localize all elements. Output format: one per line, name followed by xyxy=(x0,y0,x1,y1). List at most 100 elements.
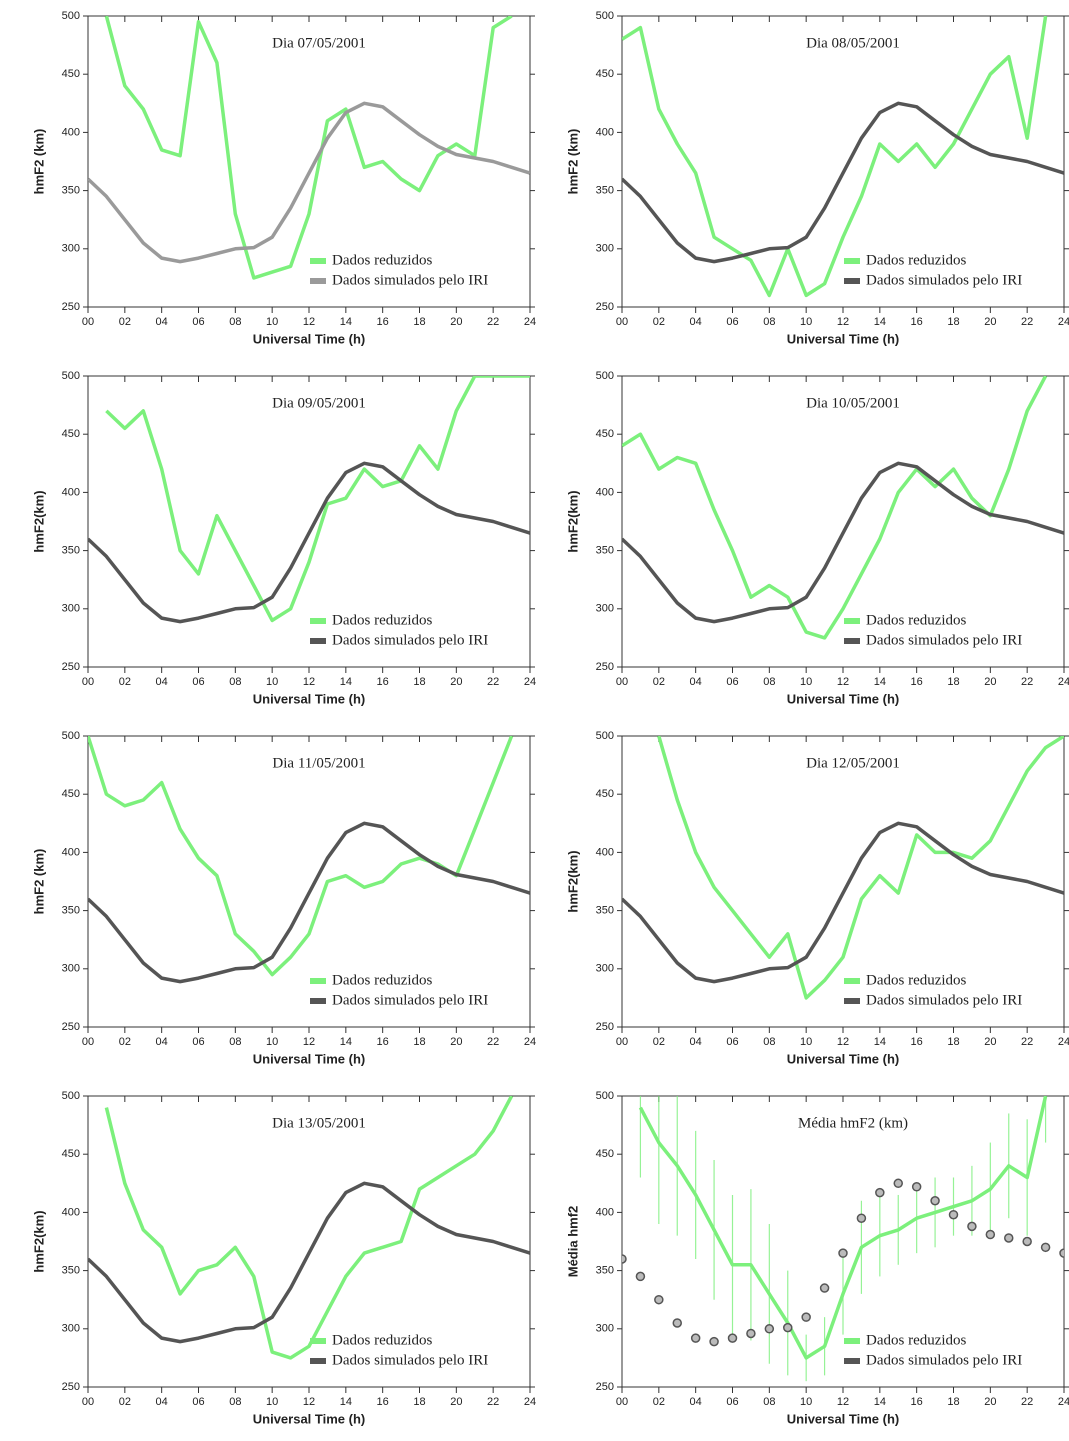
series-line xyxy=(622,101,1064,264)
x-tick-label: 24 xyxy=(1058,1036,1069,1048)
y-tick-label: 500 xyxy=(62,370,80,382)
x-tick-label: 18 xyxy=(413,1036,425,1048)
x-tick-label: 24 xyxy=(524,1036,536,1048)
x-tick-label: 00 xyxy=(616,316,628,328)
x-tick-label: 16 xyxy=(377,316,389,328)
y-tick-label: 500 xyxy=(596,10,614,22)
x-tick-label: 02 xyxy=(119,1036,131,1048)
plot-frame xyxy=(87,735,531,1028)
y-axis-label: hmF2 (km) xyxy=(565,129,580,195)
legend-label: Dados reduzidos xyxy=(866,612,967,628)
chart-panel: 250 300 350 400 450 500 00 02 04 06 08 10 12 14 16 18 20… xyxy=(31,370,536,707)
x-tick-label: 20 xyxy=(450,676,462,688)
y-tick-label: 500 xyxy=(596,370,614,382)
legend-label: Dados simulados pelo IRI xyxy=(332,272,488,288)
chart-panel: 250 300 350 400 450 500 00 02 04 06 08 10 12 14 16 18 20… xyxy=(565,730,1069,1066)
plot-area xyxy=(622,1096,1064,1382)
y-tick-label: 300 xyxy=(62,963,80,975)
y-tick-label: 450 xyxy=(62,1148,80,1160)
chart-title: Dia 11/05/2001 xyxy=(272,755,365,771)
y-tick-label: 350 xyxy=(596,905,614,917)
x-tick-label: 22 xyxy=(1021,1396,1033,1408)
x-tick-label: 18 xyxy=(947,1036,959,1048)
x-tick-label: 10 xyxy=(266,676,278,688)
legend-label: Dados simulados pelo IRI xyxy=(866,1352,1022,1368)
y-tick-label: 400 xyxy=(62,126,80,138)
y-tick-label: 500 xyxy=(62,730,80,742)
x-tick-label: 22 xyxy=(487,676,499,688)
x-tick-label: 06 xyxy=(726,316,738,328)
y-tick-label: 250 xyxy=(596,301,614,313)
x-tick-label: 12 xyxy=(837,676,849,688)
x-tick-label: 16 xyxy=(911,316,923,328)
x-tick-label: 24 xyxy=(524,1396,536,1408)
data-point xyxy=(654,1294,664,1305)
x-tick-label: 20 xyxy=(984,676,996,688)
x-tick-label: 04 xyxy=(156,676,168,688)
x-tick-label: 10 xyxy=(266,1036,278,1048)
legend-swatch xyxy=(310,1338,326,1344)
x-tick-label: 02 xyxy=(653,676,665,688)
legend-label: Dados reduzidos xyxy=(866,972,967,988)
data-point xyxy=(690,1333,701,1343)
y-tick-label: 300 xyxy=(62,1323,80,1335)
x-tick-label: 24 xyxy=(1058,316,1069,328)
x-tick-label: 02 xyxy=(653,316,665,328)
plot-frame xyxy=(87,375,531,668)
x-tick-label: 02 xyxy=(653,1396,665,1408)
chart-panel: 250 300 350 400 450 500 00 02 04 06 08 10 12 14 16 18 20… xyxy=(565,1090,1069,1426)
x-tick-label: 22 xyxy=(1021,316,1033,328)
x-tick-label: 24 xyxy=(1058,1396,1069,1408)
x-tick-label: 06 xyxy=(726,1396,738,1408)
x-tick-label: 14 xyxy=(340,676,352,688)
x-axis-label: Universal Time (h) xyxy=(787,1051,899,1066)
plot-frame xyxy=(621,735,1065,1028)
y-tick-label: 400 xyxy=(596,126,614,138)
x-tick-label: 08 xyxy=(229,1396,241,1408)
data-point xyxy=(672,1318,682,1328)
x-tick-label: 10 xyxy=(800,1396,812,1408)
x-tick-label: 08 xyxy=(229,676,241,688)
x-axis-label: Universal Time (h) xyxy=(253,1411,365,1426)
x-tick-label: 08 xyxy=(763,1396,775,1408)
x-tick-label: 00 xyxy=(82,316,94,328)
y-tick-label: 400 xyxy=(596,1206,614,1218)
x-tick-label: 06 xyxy=(192,1036,204,1048)
x-tick-label: 14 xyxy=(340,1036,352,1048)
y-tick-label: 500 xyxy=(596,1090,614,1102)
x-tick-label: 12 xyxy=(837,1396,849,1408)
x-tick-label: 02 xyxy=(119,1396,131,1408)
legend-label: Dados reduzidos xyxy=(332,612,433,628)
legend-swatch xyxy=(310,1358,326,1364)
data-point xyxy=(967,1221,977,1232)
y-axis-label: hmF2 (km) xyxy=(31,129,46,195)
y-tick-label: 350 xyxy=(596,545,614,557)
series-line xyxy=(622,461,1064,624)
y-tick-label: 300 xyxy=(596,603,614,615)
x-tick-label: 00 xyxy=(616,676,628,688)
x-axis-label: Universal Time (h) xyxy=(253,331,365,346)
x-axis-label: Universal Time (h) xyxy=(253,1051,365,1066)
plot-area xyxy=(88,736,530,984)
x-tick-label: 12 xyxy=(303,1036,315,1048)
x-tick-label: 22 xyxy=(487,316,499,328)
series-line xyxy=(622,16,1048,298)
data-point xyxy=(875,1187,885,1198)
data-point xyxy=(801,1312,811,1322)
x-tick-label: 16 xyxy=(377,1036,389,1048)
legend-swatch xyxy=(310,618,326,624)
plot-area xyxy=(622,376,1064,640)
plot-frame xyxy=(87,15,531,308)
y-tick-label: 450 xyxy=(596,1148,614,1160)
chart-panel: 250 300 350 400 450 500 00 02 04 06 08 10 12 14 16 18 20… xyxy=(565,370,1069,706)
x-tick-label: 20 xyxy=(450,1036,462,1048)
x-tick-label: 14 xyxy=(874,1036,886,1048)
x-tick-label: 12 xyxy=(837,316,849,328)
x-tick-label: 20 xyxy=(984,1036,996,1048)
x-tick-label: 00 xyxy=(616,1396,628,1408)
plot-frame xyxy=(621,375,1065,668)
x-tick-label: 16 xyxy=(911,676,923,688)
data-point xyxy=(930,1196,940,1206)
x-tick-label: 16 xyxy=(377,1396,389,1408)
legend-swatch xyxy=(844,1338,860,1344)
